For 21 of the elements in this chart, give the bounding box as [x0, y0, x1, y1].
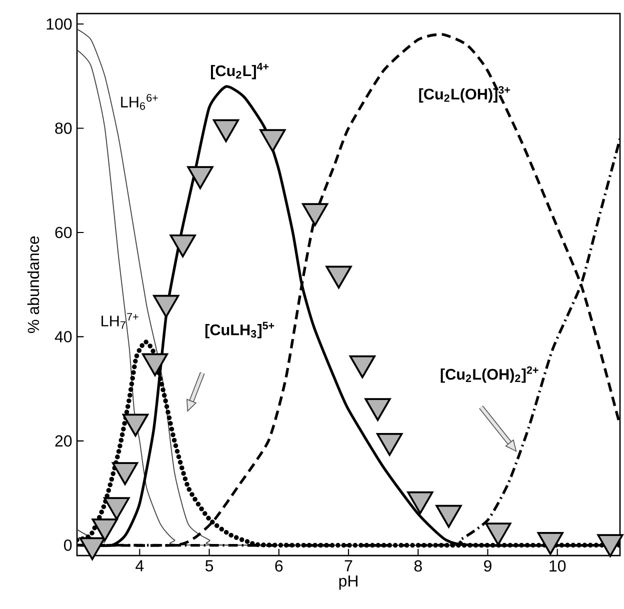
annotation: [CuLH$_{3}$]$^{5+}$ — [205, 322, 274, 338]
x-tick-label: 5 — [205, 560, 214, 572]
x-tick-label: 9 — [484, 560, 492, 572]
y-tick-label: 0 — [64, 540, 72, 551]
annotation: LH$_{6}$6+ — [121, 94, 158, 110]
y-axis-title: % abundance — [27, 236, 40, 333]
x-tick-label: 6 — [275, 560, 283, 572]
y-tick-label: 100 — [46, 18, 72, 30]
y-tick-label: 40 — [54, 331, 72, 342]
y-tick-label: 20 — [55, 435, 72, 447]
x-tick-label: 8 — [414, 560, 422, 572]
x-tick-label: 10 — [550, 560, 566, 572]
annotation: LH$_{7}$7+ — [102, 313, 138, 329]
y-tick-label: 80 — [55, 122, 72, 134]
annotation: [Cu$_{2}$L]$^{4+}$ — [210, 62, 269, 80]
x-axis-title: pH — [339, 575, 358, 590]
x-tick-label: 7 — [344, 560, 352, 572]
annotation: [Cu$_{2}$L(OH)$_{2}$]$^{2+}$ — [440, 366, 538, 383]
y-tick-label: 60 — [55, 226, 72, 238]
x-tick-label: 4 — [136, 560, 144, 572]
annotation: [Cu$_{2}$L(OH)]$^{3+}$ — [419, 86, 510, 103]
